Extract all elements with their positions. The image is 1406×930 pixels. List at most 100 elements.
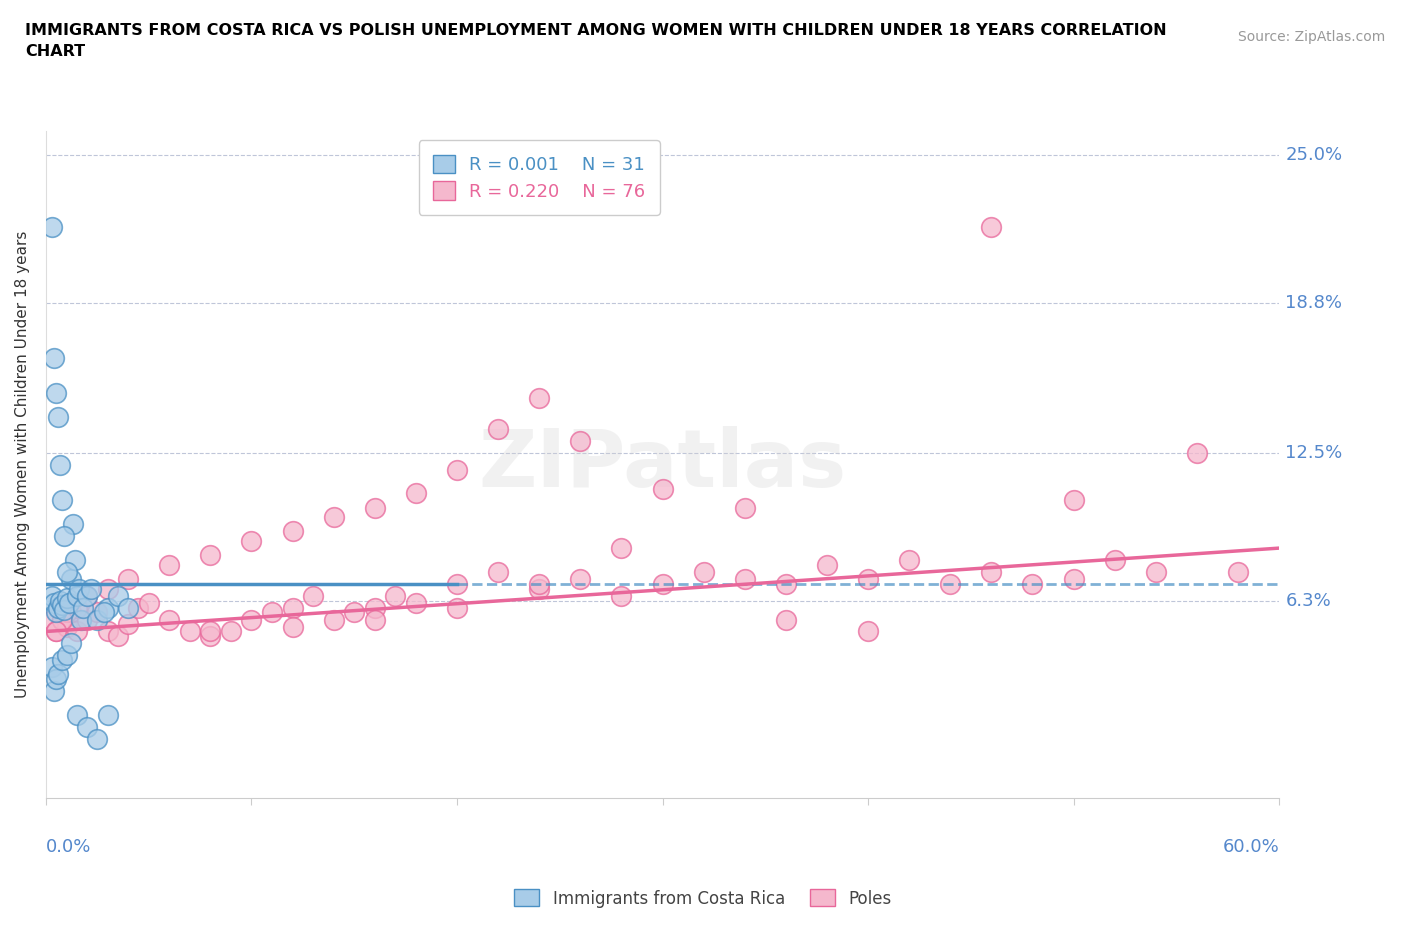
Point [775,577,797,591]
Point [45,671,67,686]
Point [76,589,98,604]
Point [200,624,222,639]
Point [610,589,633,604]
Point [51,493,73,508]
Point [364,612,387,627]
Text: ZIPatlas: ZIPatlas [478,426,846,504]
Point [939,577,962,591]
Point [405,595,427,610]
Point [44,595,66,610]
Point [41,612,63,627]
Point [76,612,98,627]
Point [59,636,82,651]
Point [45,624,67,639]
Point [260,605,283,620]
Point [569,572,592,587]
Point [117,572,139,587]
Point [97,581,120,596]
Point [41,219,63,234]
Point [1185,445,1208,460]
Point [76,719,98,734]
Point [610,540,633,555]
Point [55,565,77,579]
Point [1063,493,1085,508]
Point [384,589,406,604]
Point [219,624,242,639]
Point [322,612,344,627]
Point [200,629,222,644]
Text: 12.5%: 12.5% [1285,444,1343,462]
Point [72,600,94,615]
Point [364,500,387,515]
Point [486,565,509,579]
Point [200,548,222,563]
Point [898,552,921,567]
Point [446,600,468,615]
Legend: R = 0.001    N = 31, R = 0.220    N = 76: R = 0.001 N = 31, R = 0.220 N = 76 [419,140,659,215]
Point [45,624,67,639]
Point [651,577,673,591]
Point [66,589,89,604]
Point [80,581,103,596]
Text: IMMIGRANTS FROM COSTA RICA VS POLISH UNEMPLOYMENT AMONG WOMEN WITH CHILDREN UNDE: IMMIGRANTS FROM COSTA RICA VS POLISH UNE… [25,23,1167,60]
Point [97,708,120,723]
Point [55,591,77,605]
Point [45,605,67,620]
Point [569,433,592,448]
Point [281,524,304,538]
Point [67,581,90,596]
Point [364,600,387,615]
Point [240,612,263,627]
Point [157,557,180,572]
Point [302,589,325,604]
Point [138,595,160,610]
Point [41,589,63,604]
Point [1021,577,1043,591]
Point [51,653,73,668]
Point [59,605,82,620]
Text: 6.3%: 6.3% [1285,591,1331,609]
Point [66,708,89,723]
Text: 18.8%: 18.8% [1285,294,1343,312]
Point [856,572,879,587]
Point [45,386,67,401]
Point [240,534,263,549]
Point [86,605,108,620]
Point [1104,552,1126,567]
Point [980,565,1002,579]
Point [734,500,756,515]
Point [66,624,89,639]
Point [66,600,89,615]
Point [51,598,73,613]
Point [117,617,139,631]
Point [486,421,509,436]
Point [117,600,139,615]
Point [734,572,756,587]
Point [97,600,120,615]
Point [157,612,180,627]
Text: 60.0%: 60.0% [1222,838,1279,857]
Point [63,552,86,567]
Point [446,577,468,591]
Point [46,600,69,615]
Point [179,624,201,639]
Point [55,648,77,663]
Point [70,612,93,627]
Point [529,581,551,596]
Point [53,603,76,618]
Point [51,612,73,627]
Point [55,619,77,634]
Point [1063,572,1085,587]
Point [76,589,98,604]
Point [651,481,673,496]
Point [322,510,344,525]
Point [55,605,77,620]
Point [49,458,72,472]
Point [49,593,72,608]
Point [107,589,129,604]
Point [980,219,1002,234]
Point [446,462,468,477]
Point [281,600,304,615]
Point [1144,565,1167,579]
Point [127,600,149,615]
